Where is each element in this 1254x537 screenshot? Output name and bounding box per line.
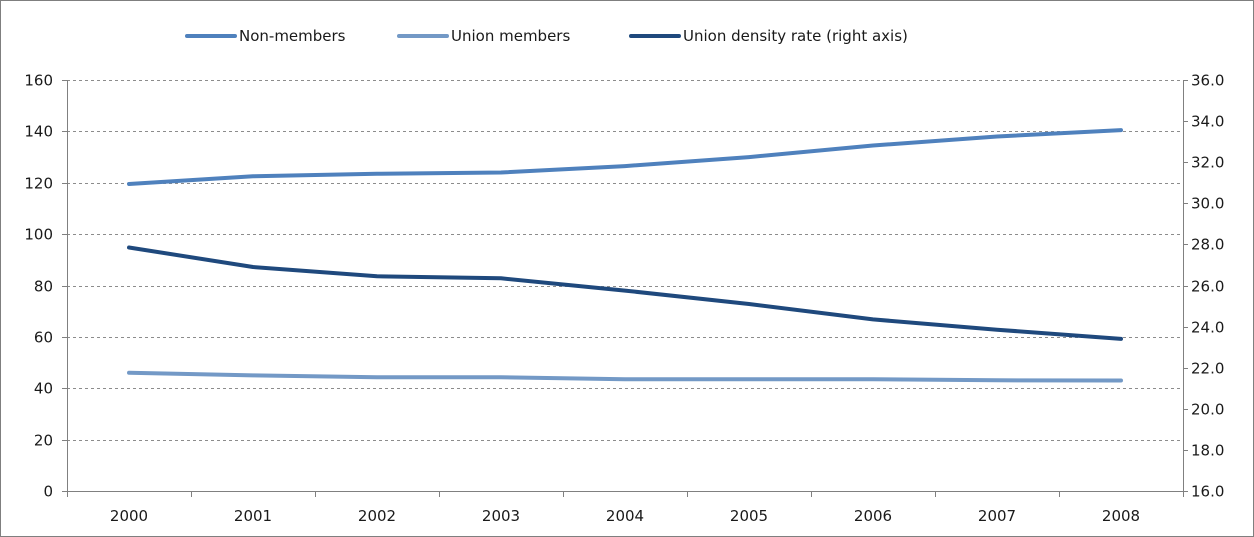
right-axis-tick-label: 26.0 xyxy=(1191,278,1224,296)
right-axis-tick-label: 20.0 xyxy=(1191,401,1224,419)
left-axis-tick-label: 120 xyxy=(24,175,53,193)
right-axis-tick-label: 36.0 xyxy=(1191,72,1224,90)
x-axis-tick-label: 2000 xyxy=(110,507,148,525)
right-axis-tick-label: 30.0 xyxy=(1191,195,1224,213)
series-line-union-density-rate-right-axis xyxy=(127,245,1123,341)
right-axis-tick-label: 16.0 xyxy=(1191,483,1224,501)
x-axis-tick-label: 2008 xyxy=(1102,507,1140,525)
right-axis-tick-label: 18.0 xyxy=(1191,442,1224,460)
right-axis-tick-label: 34.0 xyxy=(1191,113,1224,131)
right-axis-tick-label: 24.0 xyxy=(1191,319,1224,337)
series-line-non-members xyxy=(127,128,1123,186)
x-axis-tick-label: 2005 xyxy=(730,507,768,525)
series-line-union-members xyxy=(127,370,1123,383)
legend-label: Union members xyxy=(451,27,570,45)
left-axis-tick-label: 40 xyxy=(34,380,53,398)
x-axis-tick-label: 2002 xyxy=(358,507,396,525)
legend-label: Non-members xyxy=(239,27,346,45)
series-layer xyxy=(127,128,1123,383)
x-axis-tick-label: 2007 xyxy=(978,507,1016,525)
left-axis-tick-label: 80 xyxy=(34,278,53,296)
left-axis-tick-label: 0 xyxy=(43,483,53,501)
x-axis-tick-label: 2006 xyxy=(854,507,892,525)
axes-layer: 0 20 40 60 80 100 120 140 160 16.0 18.0 20.0 22.0 24.… xyxy=(24,72,1224,526)
x-axis-tick-label: 2001 xyxy=(234,507,272,525)
legend-layer: Non-members Union members Union density ra… xyxy=(185,27,908,45)
legend-label: Union density rate (right axis) xyxy=(683,27,908,45)
left-axis-tick-label: 60 xyxy=(34,329,53,347)
right-axis-tick-label: 32.0 xyxy=(1191,154,1224,172)
left-axis-tick-label: 160 xyxy=(24,72,53,90)
x-axis-tick-label: 2003 xyxy=(482,507,520,525)
left-axis-tick-label: 140 xyxy=(24,123,53,141)
right-axis-tick-label: 22.0 xyxy=(1191,360,1224,378)
left-axis-tick-label: 100 xyxy=(24,226,53,244)
grid-layer xyxy=(67,80,1183,441)
right-axis-tick-label: 28.0 xyxy=(1191,236,1224,254)
left-axis-tick-label: 20 xyxy=(34,432,53,450)
x-axis-tick-label: 2004 xyxy=(606,507,644,525)
